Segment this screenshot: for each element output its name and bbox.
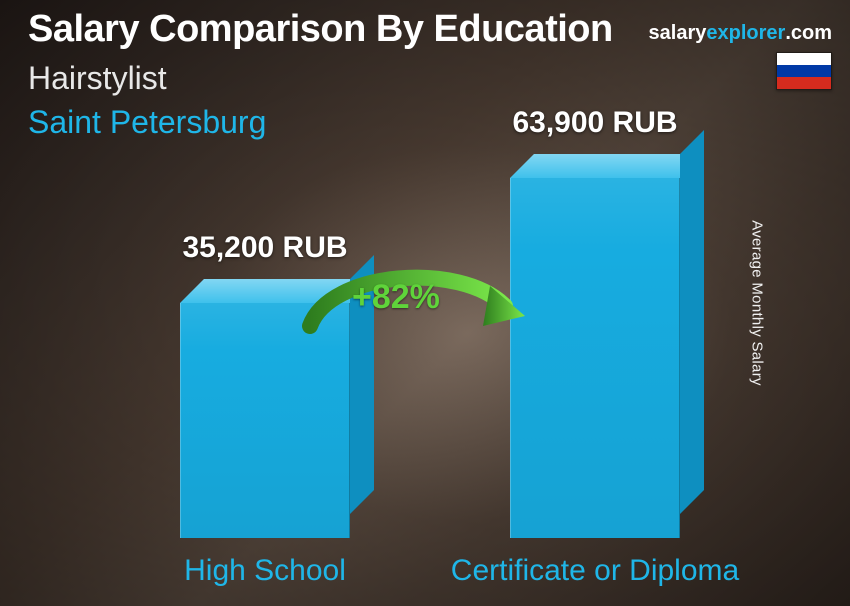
brand-mid: explorer xyxy=(706,22,785,44)
flag-icon xyxy=(776,52,832,90)
brand-prefix: salary xyxy=(649,22,707,44)
bar-front-1 xyxy=(510,178,680,538)
bar-category-0: High School xyxy=(105,554,425,588)
bar-group-1: 63,900 RUB xyxy=(495,178,695,538)
bar-side-1 xyxy=(680,130,704,514)
bar-3d-0 xyxy=(180,303,350,538)
flag-stripe-3 xyxy=(777,77,831,89)
bar-category-1: Certificate or Diploma xyxy=(435,554,755,588)
flag-stripe-2 xyxy=(777,65,831,77)
bar-3d-1 xyxy=(510,178,680,538)
brand-suffix: .com xyxy=(785,22,832,44)
bar-top-0 xyxy=(180,279,374,303)
chart-stage: Salary Comparison By Education Hairstyli… xyxy=(0,0,850,606)
subtitle: Hairstylist xyxy=(28,60,167,97)
page-title: Salary Comparison By Education xyxy=(28,8,613,51)
bar-front-0 xyxy=(180,303,350,538)
bar-chart: 35,200 RUB High School 63,900 RUB Certif… xyxy=(0,126,850,606)
bar-group-0: 35,200 RUB xyxy=(165,303,365,538)
flag-stripe-1 xyxy=(777,53,831,65)
bar-top-1 xyxy=(510,154,704,178)
delta-label: +82% xyxy=(352,278,440,317)
brand-label: salaryexplorer.com xyxy=(649,22,832,45)
bar-value-1: 63,900 RUB xyxy=(465,106,725,140)
bar-value-0: 35,200 RUB xyxy=(135,231,395,265)
